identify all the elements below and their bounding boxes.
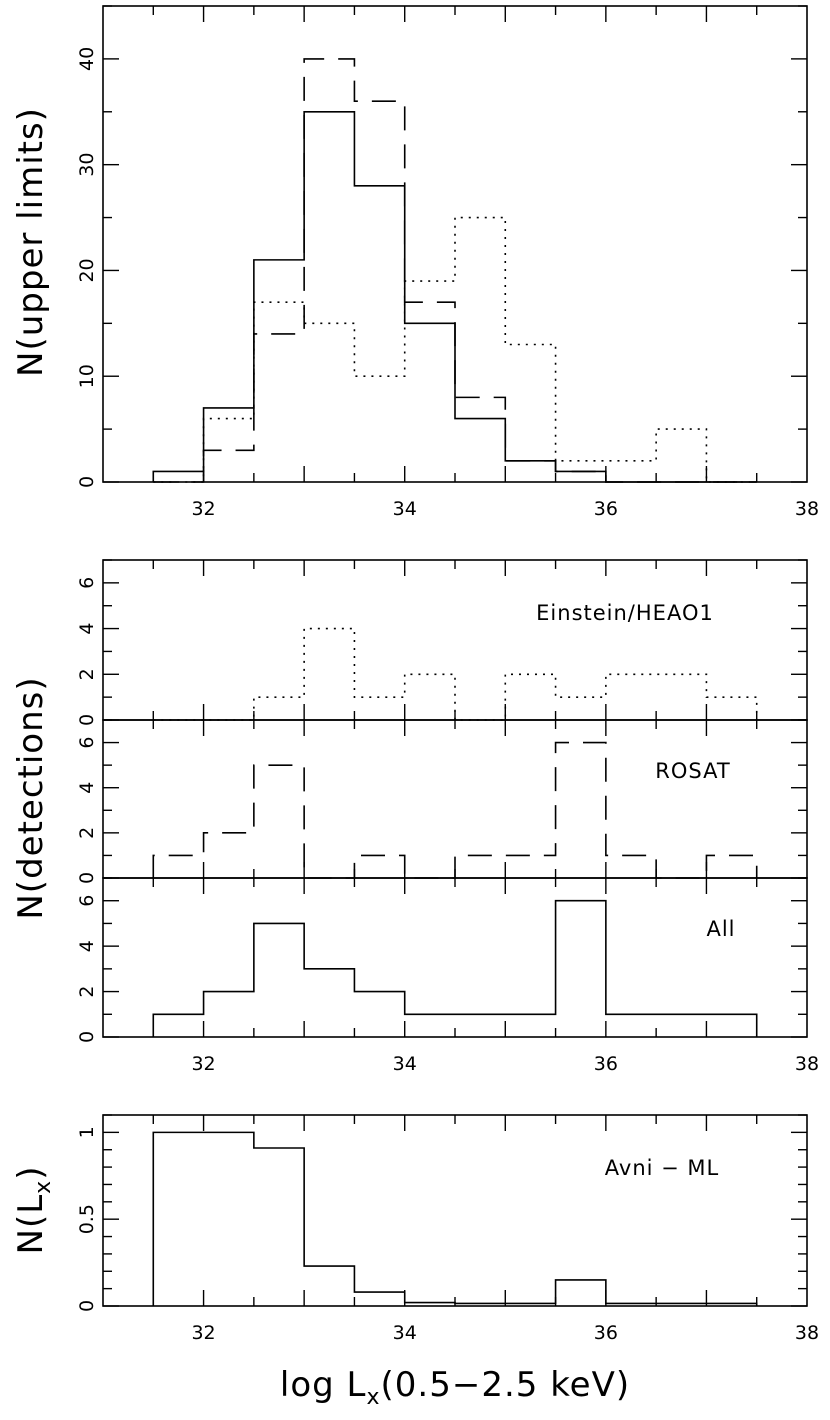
- upper-panel-xtick-label: 38: [795, 498, 819, 520]
- upper-panel-ytick-label: 0: [76, 476, 98, 488]
- det-sub-dashed-ytick-label: 6: [76, 737, 98, 749]
- det-sub-solid-ytick-label: 6: [76, 895, 98, 907]
- upper-panel-xtick-label: 34: [393, 498, 417, 520]
- det-sub-dotted-ytick-label: 0: [76, 714, 98, 726]
- det-sub-solid-ytick-label: 0: [76, 1031, 98, 1043]
- upper-hist-dashed: [153, 58, 757, 483]
- det-sub-solid-ytick-label: 2: [76, 986, 98, 998]
- det-sub-dashed-ytick-label: 2: [76, 827, 98, 839]
- det-hist-solid: [152, 899, 758, 1037]
- det-sub-dashed-frame: [102, 719, 808, 879]
- avni-panel-frame: [102, 1114, 808, 1307]
- upper-panel-ytick-label: 20: [76, 258, 98, 282]
- y-axis-title-upper-limits: N(upper limits): [11, 107, 51, 377]
- avni-panel-xtick-label: 32: [191, 1322, 215, 1344]
- panel-label-avni: Avni − ML: [605, 1156, 719, 1180]
- upper-panel-ytick-label: 40: [76, 47, 98, 71]
- avni-panel-xtick-label: 38: [795, 1322, 819, 1344]
- det-sub-solid-frame: [102, 877, 808, 1038]
- avni-panel-ytick-label: 0: [76, 1300, 98, 1312]
- det-sub-solid-xtick-label: 36: [594, 1053, 618, 1075]
- avni-panel-xtick-label: 34: [393, 1322, 417, 1344]
- panel-label-all: All: [706, 917, 735, 941]
- upper-hist-solid: [152, 110, 757, 483]
- det-sub-solid-ytick-label: 4: [76, 940, 98, 952]
- det-sub-dashed-ytick-label: 4: [76, 782, 98, 794]
- det-sub-dotted-ytick-label: 2: [76, 668, 98, 680]
- y-axis-title-detections: N(detections): [11, 676, 51, 919]
- upper-panel-ytick-label: 10: [76, 364, 98, 388]
- x-axis-title: log Lx(0.5−2.5 keV): [280, 1365, 630, 1410]
- avni-panel-ytick-label: 0.5: [76, 1204, 98, 1234]
- det-sub-dotted-ytick-label: 6: [76, 577, 98, 589]
- avni-hist: [152, 1131, 758, 1306]
- det-sub-dashed-ytick-label: 0: [76, 872, 98, 884]
- panel-label-rosat: ROSAT: [655, 759, 730, 783]
- panel-label-einstein: Einstein/HEAO1: [536, 601, 714, 625]
- det-sub-solid-xtick-label: 32: [191, 1053, 215, 1075]
- det-sub-solid-xtick-label: 34: [393, 1053, 417, 1075]
- upper-panel-xtick-label: 36: [594, 498, 618, 520]
- det-sub-dotted-ytick-label: 4: [76, 623, 98, 635]
- det-sub-dotted-frame: [102, 559, 808, 721]
- upper-panel-ytick-label: 30: [76, 153, 98, 177]
- det-hist-dotted: [153, 627, 758, 721]
- avni-panel-xtick-label: 36: [594, 1322, 618, 1344]
- y-axis-title-lx: N(Lx): [11, 1166, 56, 1255]
- upper-panel-xtick-label: 32: [191, 498, 215, 520]
- avni-panel-ytick-label: 1: [76, 1126, 98, 1138]
- upper-hist-dotted: [153, 216, 757, 483]
- det-sub-solid-xtick-label: 38: [795, 1053, 819, 1075]
